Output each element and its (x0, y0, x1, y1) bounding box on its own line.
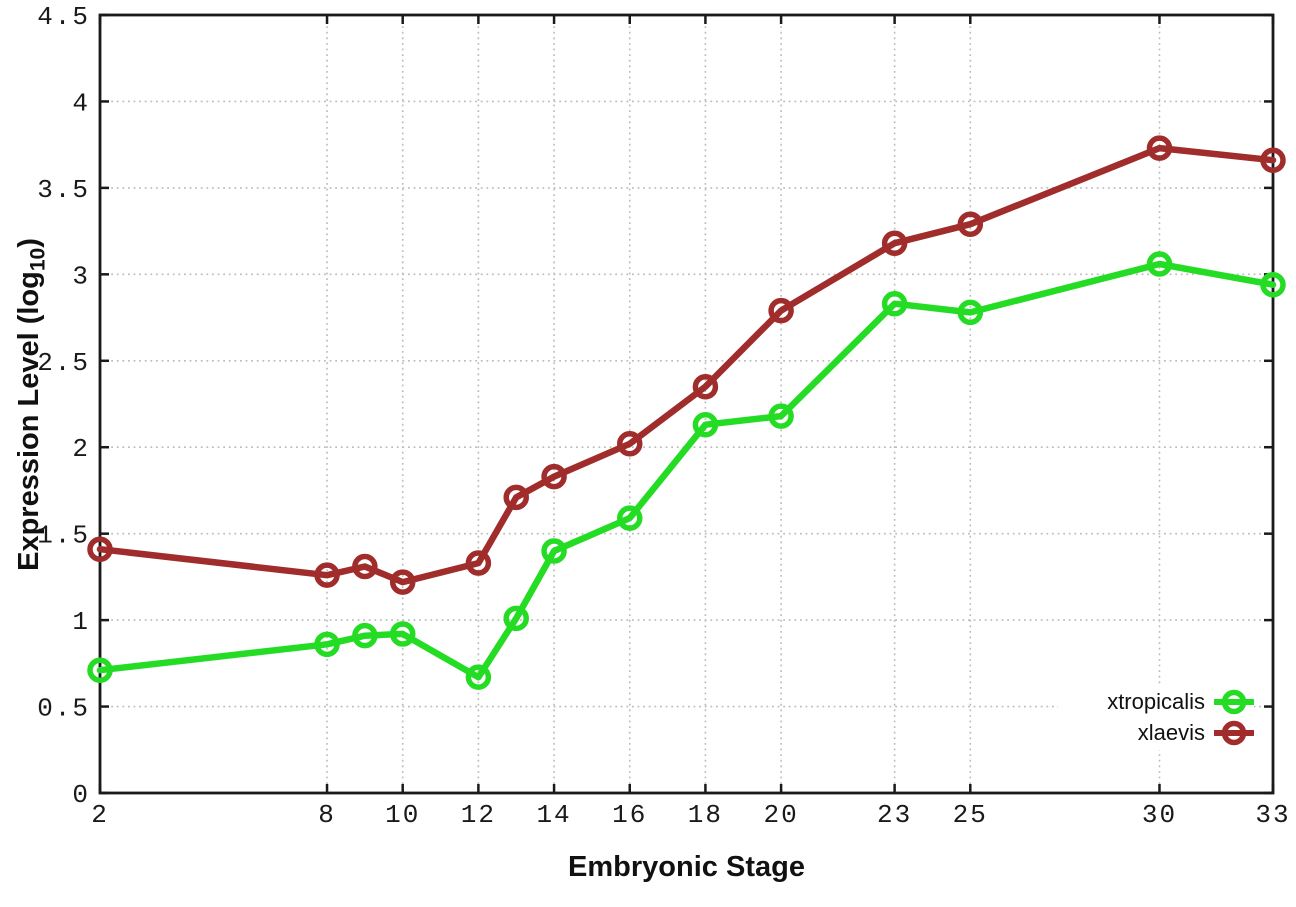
legend-item-xtropicalis: xtropicalis (1072, 686, 1254, 717)
data-point-xlaevis (87, 536, 113, 562)
x-tick-label: 12 (461, 800, 496, 830)
data-point-xlaevis (503, 484, 529, 511)
legend-marker-xlaevis (1214, 720, 1254, 745)
data-point-xtropicalis (692, 411, 719, 438)
y-tick-label: 3 (72, 261, 90, 291)
data-point-xlaevis (352, 553, 378, 580)
y-tick-label: 1.5 (37, 521, 90, 551)
x-tick-label: 8 (318, 800, 336, 830)
data-point-xtropicalis (465, 664, 492, 690)
data-point-xtropicalis (541, 538, 567, 564)
data-point-xtropicalis (352, 622, 378, 649)
x-tick-label: 16 (612, 800, 647, 830)
grid (100, 15, 1273, 793)
data-point-xtropicalis (87, 657, 113, 683)
y-tick-label: 2.5 (37, 348, 90, 378)
series-xlaevis (87, 135, 1286, 595)
x-tick-label: 30 (1142, 800, 1177, 830)
series-line-xtropicalis (96, 260, 1277, 681)
data-point-xlaevis (768, 297, 794, 324)
x-tick-label: 10 (385, 800, 420, 830)
x-tick-label: 20 (763, 800, 798, 830)
data-point-xlaevis (957, 211, 984, 237)
data-point-xlaevis (1146, 135, 1173, 161)
y-axis-label-close: ) (12, 237, 45, 248)
y-axis-label-subscript: 10 (26, 247, 50, 271)
data-point-xtropicalis (1260, 271, 1286, 298)
data-point-xlaevis (389, 569, 416, 595)
legend-label-xlaevis: xlaevis (1137, 719, 1205, 745)
x-tick-label: 14 (536, 800, 571, 830)
y-tick-label: 0 (72, 780, 90, 810)
tick-labels: 2 8 10 12 14 16 18 20 23 25 30 33 0 0.5 1 1.5 2 2.5 3 3.5 4 4… (37, 2, 1290, 830)
data-point-xtropicalis (881, 290, 908, 317)
data-point-xlaevis (465, 550, 492, 576)
y-tick-label: 2 (72, 434, 90, 464)
y-axis-label-text: Expression Level (log (12, 270, 45, 571)
data-point-xtropicalis (389, 621, 416, 647)
legend-label-xtropicalis: xtropicalis (1107, 688, 1205, 714)
data-point-xtropicalis (957, 299, 984, 326)
data-point-xlaevis (616, 431, 643, 457)
x-tick-label: 18 (688, 800, 723, 830)
data-point-xlaevis (1260, 147, 1286, 173)
data-point-xtropicalis (768, 403, 794, 429)
y-tick-label: 4.5 (37, 2, 90, 32)
x-tick-label: 33 (1255, 800, 1290, 830)
x-axis-label: Embryonic Stage (568, 851, 805, 883)
y-tick-label: 1 (72, 607, 90, 637)
data-point-xlaevis (314, 562, 340, 588)
y-axis-label: Expression Level (log10) (0, 15, 58, 793)
y-tick-label: 0.5 (37, 694, 90, 724)
data-point-xtropicalis (616, 505, 643, 531)
series-xtropicalis (87, 251, 1286, 690)
y-tick-label: 4 (72, 88, 90, 118)
data-point-xlaevis (541, 463, 567, 490)
legend-marker-xtropicalis (1214, 689, 1254, 714)
legend: xtropicalis xlaevis (1058, 684, 1254, 750)
x-tick-label: 25 (953, 800, 988, 830)
data-point-xlaevis (881, 230, 908, 256)
data-point-xtropicalis (503, 605, 529, 632)
legend-item-xlaevis: xlaevis (1072, 717, 1254, 748)
data-point-xtropicalis (1146, 251, 1173, 277)
data-point-xlaevis (692, 373, 719, 400)
x-tick-label: 23 (877, 800, 912, 830)
x-tick-label: 2 (91, 800, 109, 830)
y-tick-label: 3.5 (37, 175, 90, 205)
data-point-xtropicalis (314, 631, 340, 658)
series-line-xlaevis (96, 144, 1277, 586)
plot-border (98, 13, 1275, 795)
